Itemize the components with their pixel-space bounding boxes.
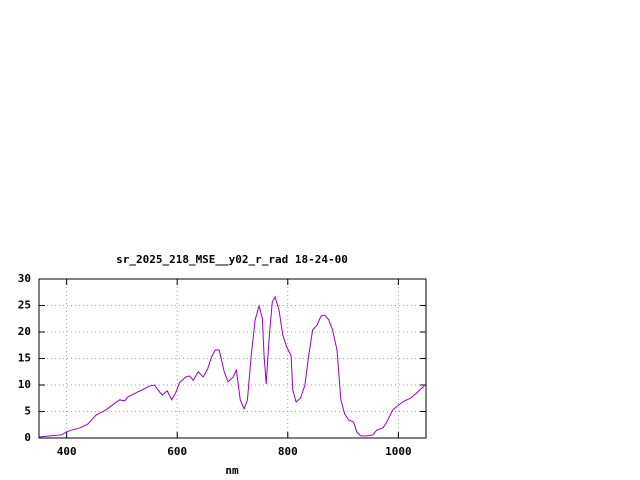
x-tick-label: 600	[167, 445, 187, 458]
data-line	[38, 295, 425, 438]
y-tick-label: 10	[18, 378, 31, 391]
chart-title: sr_2025_218_MSE__y02_r_rad 18-24-00	[116, 253, 348, 266]
y-tick-label: 20	[18, 325, 31, 338]
y-tick-label: 15	[18, 352, 31, 365]
y-tick-label: 0	[24, 431, 31, 444]
x-tick-label: 400	[57, 445, 77, 458]
x-tick-label: 800	[278, 445, 298, 458]
y-tick-label: 30	[18, 272, 31, 285]
plot-frame	[38, 278, 427, 439]
y-tick-label: 5	[24, 405, 31, 418]
y-tick-label: 25	[18, 299, 31, 312]
x-tick-label: 1000	[385, 445, 412, 458]
x-axis-label: nm	[225, 464, 239, 477]
